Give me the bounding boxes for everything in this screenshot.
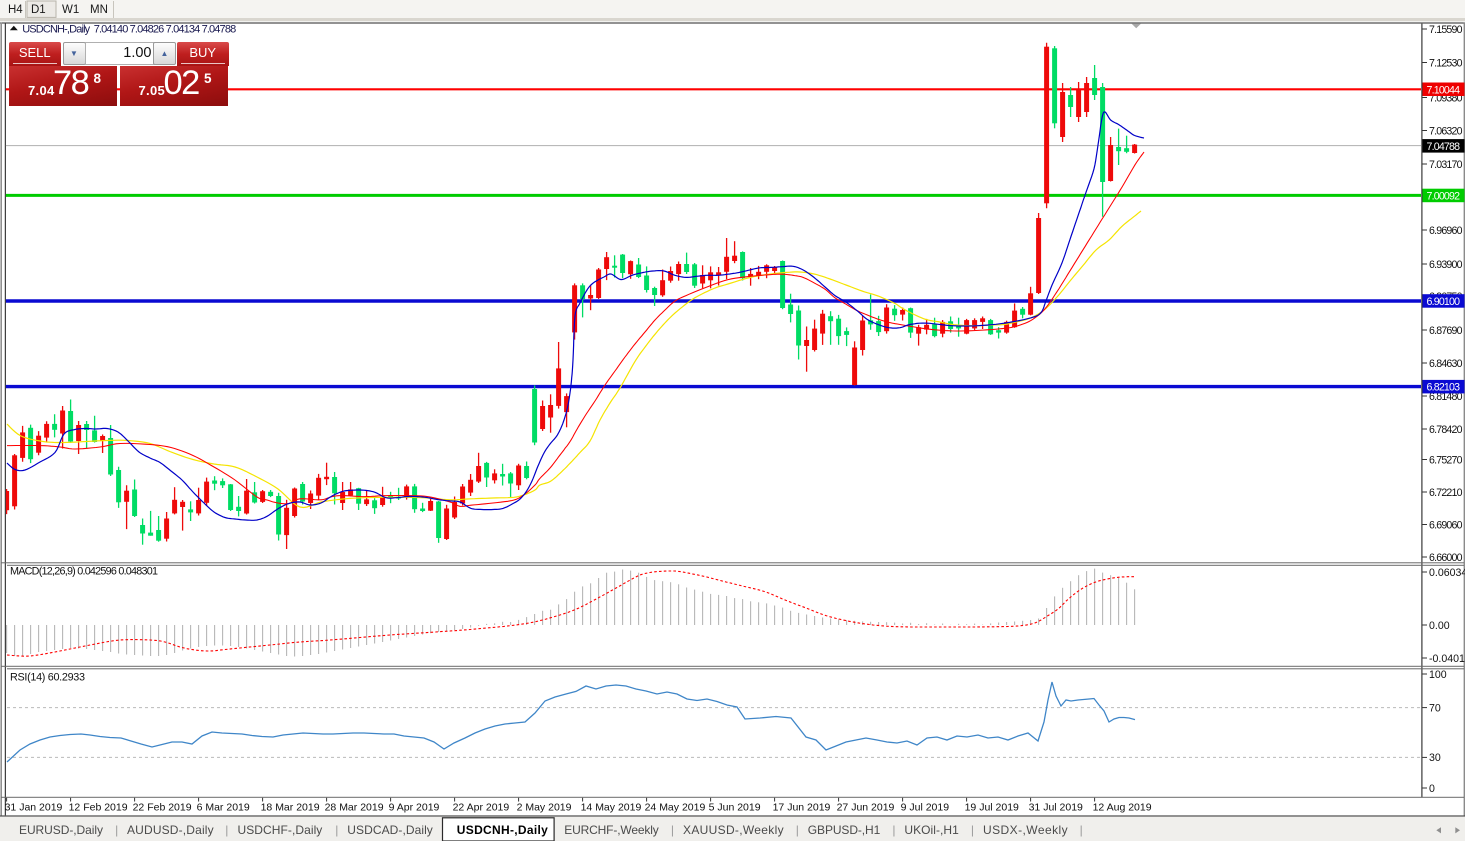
svg-text:6.81480: 6.81480 xyxy=(1429,391,1463,403)
svg-text:USDX-,Weekly: USDX-,Weekly xyxy=(983,823,1068,837)
svg-text:7.06320: 7.06320 xyxy=(1429,125,1463,137)
svg-text:|: | xyxy=(796,823,799,837)
svg-text:USDCHF-,Daily: USDCHF-,Daily xyxy=(238,823,323,837)
svg-text:|: | xyxy=(115,823,118,837)
svg-text:6.69060: 6.69060 xyxy=(1429,519,1463,531)
svg-text:28 Mar 2019: 28 Mar 2019 xyxy=(325,802,384,814)
svg-text:|: | xyxy=(971,823,974,837)
svg-text:W1: W1 xyxy=(62,4,79,16)
svg-text:D1: D1 xyxy=(31,4,46,16)
svg-text:USDCNH-,Daily 7.04140 7.04826: USDCNH-,Daily 7.04140 7.04826 7.04134 7.… xyxy=(22,24,236,36)
svg-text:12 Aug 2019: 12 Aug 2019 xyxy=(1093,802,1152,814)
svg-text:14 May 2019: 14 May 2019 xyxy=(581,802,642,814)
svg-text:30: 30 xyxy=(1429,752,1441,764)
svg-text:-0.040136: -0.040136 xyxy=(1429,653,1465,665)
svg-text:9 Jul 2019: 9 Jul 2019 xyxy=(901,802,950,814)
svg-text:AUDUSD-,Daily: AUDUSD-,Daily xyxy=(127,823,214,837)
svg-text:6.96960: 6.96960 xyxy=(1429,225,1463,237)
svg-text:6.90100: 6.90100 xyxy=(1427,296,1461,308)
svg-text:MACD(12,26,9) 0.042596 0.04830: MACD(12,26,9) 0.042596 0.048301 xyxy=(10,566,158,578)
svg-text:|: | xyxy=(335,823,338,837)
svg-text:31 Jan 2019: 31 Jan 2019 xyxy=(5,802,63,814)
svg-text:|: | xyxy=(225,823,228,837)
svg-text:6.72210: 6.72210 xyxy=(1429,487,1463,499)
svg-text:5 Jun 2019: 5 Jun 2019 xyxy=(709,802,761,814)
svg-text:6.75270: 6.75270 xyxy=(1429,454,1463,466)
svg-text:H4: H4 xyxy=(8,4,23,16)
svg-text:31 Jul 2019: 31 Jul 2019 xyxy=(1029,802,1083,814)
svg-text:EURUSD-,Daily: EURUSD-,Daily xyxy=(19,823,103,837)
svg-text:GBPUSD-,H1: GBPUSD-,H1 xyxy=(808,823,881,837)
svg-text:24 May 2019: 24 May 2019 xyxy=(645,802,706,814)
svg-text:7.12530: 7.12530 xyxy=(1429,57,1463,69)
svg-text:USDCAD-,Daily: USDCAD-,Daily xyxy=(347,823,433,837)
svg-text:2 May 2019: 2 May 2019 xyxy=(517,802,572,814)
svg-text:6 Mar 2019: 6 Mar 2019 xyxy=(197,802,250,814)
svg-text:19 Jul 2019: 19 Jul 2019 xyxy=(965,802,1019,814)
svg-text:27 Jun 2019: 27 Jun 2019 xyxy=(837,802,895,814)
svg-text:7.00092: 7.00092 xyxy=(1427,190,1461,202)
svg-text:7.03170: 7.03170 xyxy=(1429,159,1463,171)
svg-text:100: 100 xyxy=(1429,669,1447,681)
svg-text:22 Apr 2019: 22 Apr 2019 xyxy=(453,802,510,814)
svg-text:0.060343: 0.060343 xyxy=(1429,567,1465,579)
svg-text:RSI(14) 60.2933: RSI(14) 60.2933 xyxy=(10,672,85,684)
svg-text:0: 0 xyxy=(1429,783,1435,795)
svg-text:|: | xyxy=(1080,823,1083,837)
svg-text:12 Feb 2019: 12 Feb 2019 xyxy=(69,802,128,814)
svg-text:6.84630: 6.84630 xyxy=(1429,358,1463,370)
svg-text:7.10044: 7.10044 xyxy=(1427,84,1461,96)
svg-text:22 Feb 2019: 22 Feb 2019 xyxy=(133,802,192,814)
svg-text:6.93900: 6.93900 xyxy=(1429,259,1463,271)
svg-text:XAUUSD-,Weekly: XAUUSD-,Weekly xyxy=(683,823,784,837)
svg-text:70: 70 xyxy=(1429,702,1441,714)
svg-text:|: | xyxy=(892,823,895,837)
svg-text:17 Jun 2019: 17 Jun 2019 xyxy=(773,802,831,814)
svg-text:UKOil-,H1: UKOil-,H1 xyxy=(904,823,959,837)
svg-text:6.82103: 6.82103 xyxy=(1427,382,1461,394)
svg-text:MN: MN xyxy=(90,4,108,16)
svg-text:9 Apr 2019: 9 Apr 2019 xyxy=(389,802,440,814)
svg-text:EURCHF-,Weekly: EURCHF-,Weekly xyxy=(564,823,659,837)
svg-text:6.78420: 6.78420 xyxy=(1429,424,1463,436)
svg-text:|: | xyxy=(671,823,674,837)
svg-text:USDCNH-,Daily: USDCNH-,Daily xyxy=(457,823,548,837)
svg-text:7.04788: 7.04788 xyxy=(1427,141,1461,153)
svg-text:7.15590: 7.15590 xyxy=(1429,24,1463,36)
svg-text:6.87690: 6.87690 xyxy=(1429,325,1463,337)
svg-text:18 Mar 2019: 18 Mar 2019 xyxy=(261,802,320,814)
svg-text:6.66000: 6.66000 xyxy=(1429,552,1463,564)
svg-text:0.00: 0.00 xyxy=(1429,620,1450,632)
